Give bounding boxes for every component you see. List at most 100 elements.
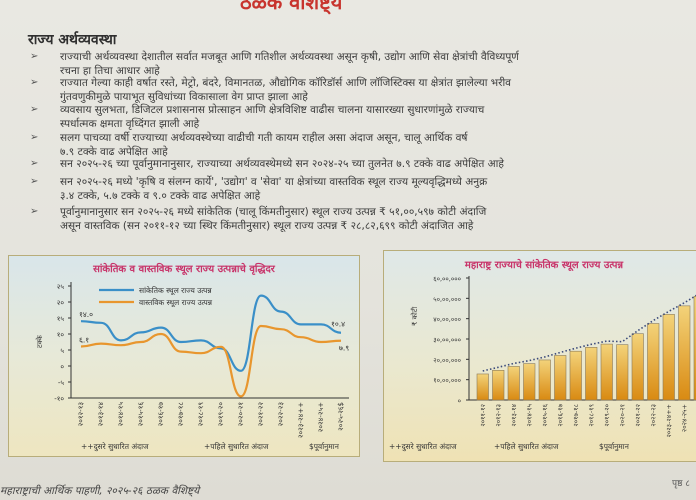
bar <box>523 363 536 401</box>
chart-title: महाराष्ट्र राज्याचे सांकेतिक स्थूल राज्य… <box>464 258 625 272</box>
page-top-title: ठळक वैशिष्ट्ये <box>240 0 343 14</box>
bar-chart-svg: महाराष्ट्र राज्याचे सांकेतिक स्थूल राज्य… <box>389 258 696 452</box>
data-label: १०.४ <box>331 320 345 329</box>
x-tick-label: २०१८-१९ <box>197 402 205 427</box>
x-tick-label: २०२१-२२ <box>634 404 642 427</box>
bar <box>538 359 551 401</box>
y-tick-label: ० <box>60 363 64 371</box>
bullet-text: सलग पाचव्या वर्षी राज्याच्या अर्थव्यवस्थ… <box>60 131 467 159</box>
page-footer: महाराष्ट्राची आर्थिक पाहणी, २०२५-२६ ठळक … <box>0 485 200 497</box>
bullet-line: स्पर्धात्मक क्षमता वृध्दिंगत झाली आहे <box>60 118 200 130</box>
bar <box>678 305 691 401</box>
x-tick-label: २०१६-१७ <box>157 402 165 427</box>
line-chart-svg: सांकेतिक व वास्तविक स्थूल राज्य उत्पन्ना… <box>35 262 349 452</box>
y-tick-label: -५ <box>58 379 65 387</box>
bullet-text: पूर्वानुमानानुसार सन २०२५-२६ मध्ये सांके… <box>60 205 486 233</box>
growth-rate-line-chart: सांकेतिक व वास्तविक स्थूल राज्य उत्पन्ना… <box>8 255 360 457</box>
page-number: पृष्ठ ८ <box>672 479 690 489</box>
x-tick-label: २०२०-२१ <box>237 402 245 426</box>
bullet-line: ७.९ टक्के वाढ अपेक्षित आहे <box>60 146 168 158</box>
footnote: $पूर्वानुमान <box>599 442 630 452</box>
x-tick-label: २०२४-२५+ <box>680 404 688 432</box>
series-line-nominal <box>80 294 342 372</box>
bar <box>585 347 598 401</box>
y-tick-label: -१० <box>54 395 64 403</box>
bar <box>554 355 567 401</box>
y-tick-label: २०,००,००० <box>433 356 461 364</box>
y-tick-label: ४०,००,००० <box>433 316 461 324</box>
bullet-line: सन २०२५-२६ च्या पूर्वानुमानानुसार, राज्य… <box>60 158 504 170</box>
bullet-line: पूर्वानुमानानुसार सन २०२५-२६ मध्ये सांके… <box>60 206 487 218</box>
x-tick-label: २०१४-१५ <box>525 403 533 426</box>
x-tick-label: २०२३-२४++ <box>297 402 305 438</box>
bullet-line: राज्यात गेल्या काही वर्षात रस्ते, मेट्रो… <box>60 77 512 89</box>
y-tick-label: ० <box>458 397 461 405</box>
bullet-line: सन २०२५-२६ मध्ये 'कृषि व संलग्न कार्ये',… <box>60 176 488 188</box>
gsdp-bar-chart: महाराष्ट्र राज्याचे सांकेतिक स्थूल राज्य… <box>383 250 696 462</box>
bullet-line: असून वास्तविक (सन २०११-१२ च्या स्थिर किं… <box>60 220 474 232</box>
x-tick-label: २०२२-२३ <box>277 402 285 427</box>
bullet-arrow-icon: ➢ <box>30 206 39 217</box>
y-tick-label: ५ <box>60 347 64 355</box>
bullet-text: व्यवसाय सुलभता, डिजिटल प्रशासनास प्रोत्स… <box>60 103 484 131</box>
y-tick-label: २० <box>57 299 65 307</box>
x-tick-label: २०१५-१६ <box>137 402 145 427</box>
bar <box>631 333 644 401</box>
y-tick-label: ५०,००,००० <box>433 295 461 303</box>
x-tick-label: २०२५-२६$ <box>337 402 345 431</box>
legend-label: वास्तविक स्थूल राज्य उत्पन्न <box>139 298 213 308</box>
bar <box>647 323 660 401</box>
bar <box>662 314 675 401</box>
bullet-text: सन २०२५-२६ मध्ये 'कृषि व संलग्न कार्ये',… <box>60 175 487 203</box>
data-label: ७.९ <box>339 344 349 353</box>
x-tick-label: २०२१-२२ <box>257 402 265 427</box>
bullet-text: राज्यात गेल्या काही वर्षात रस्ते, मेट्रो… <box>60 76 511 104</box>
x-tick-label: २०१२-१३ <box>494 404 502 427</box>
bullet-text: राज्याची अर्थव्यवस्था देशातील सर्वात मजब… <box>60 50 519 78</box>
x-tick-label: २०२०-२१ <box>618 404 626 427</box>
x-tick-label: २०१४-१५ <box>117 402 125 427</box>
bar <box>476 373 489 401</box>
x-tick-label: २०१७-१८ <box>177 402 185 427</box>
bar <box>616 344 629 401</box>
x-tick-label: २०२४-२५+ <box>317 402 325 432</box>
x-tick-label: २०१९-२० <box>217 402 225 427</box>
footnote: ++दुसरे सुधारित अंदाज <box>389 442 457 452</box>
series-line-real <box>80 324 342 398</box>
bullet-text: सन २०२५-२६ च्या पूर्वानुमानानुसार, राज्य… <box>60 157 504 171</box>
bullet-line: व्यवसाय सुलभता, डिजिटल प्रशासनास प्रोत्स… <box>60 104 485 116</box>
x-tick-label: २०१७-१८ <box>572 403 580 426</box>
data-label: १४.० <box>79 310 93 319</box>
footnote: +पहिले सुधारित अंदाज <box>494 442 559 452</box>
footnote: +पहिले सुधारित अंदाज <box>204 442 269 452</box>
y-tick-label: १०,००,००० <box>433 377 461 385</box>
bullet-arrow-icon: ➢ <box>30 104 39 115</box>
y-tick-label: १५ <box>57 315 65 323</box>
x-tick-label: २०१५-१६ <box>541 403 549 426</box>
bullet-arrow-icon: ➢ <box>30 77 39 88</box>
bar <box>569 350 582 401</box>
bullet-arrow-icon: ➢ <box>30 158 39 169</box>
y-tick-label: २५ <box>57 283 65 291</box>
bullet-line: राज्याची अर्थव्यवस्था देशातील सर्वात मजब… <box>60 51 519 63</box>
bullet-arrow-icon: ➢ <box>30 51 39 62</box>
x-tick-label: २०२३-२४++ <box>665 404 673 438</box>
footnote: $पूर्वानुमान <box>309 442 340 452</box>
section-heading: राज्य अर्थव्यवस्था <box>28 32 117 48</box>
x-tick-label: २०१८-१९ <box>587 404 595 427</box>
bar <box>600 343 613 401</box>
bullet-line: सलग पाचव्या वर्षी राज्याच्या अर्थव्यवस्थ… <box>60 132 468 144</box>
data-label: ६.१ <box>79 335 89 344</box>
y-axis-label: टक्के <box>35 335 44 348</box>
x-tick-label: २०१२-१३ <box>77 402 85 427</box>
x-tick-label: २०१३-१४ <box>97 402 105 427</box>
legend-label: सांकेतिक स्थूल राज्य उत्पन्न <box>139 286 212 296</box>
bar <box>693 295 696 401</box>
y-tick-label: ६०,००,००० <box>433 275 461 283</box>
chart-title: सांकेतिक व वास्तविक स्थूल राज्य उत्पन्ना… <box>92 262 276 276</box>
x-tick-label: २०१६-१७ <box>556 403 564 426</box>
trend-line <box>482 294 696 372</box>
bullet-arrow-icon: ➢ <box>30 176 39 187</box>
y-axis-label: ₹ कोटी <box>410 307 419 326</box>
x-tick-label: २०१९-२० <box>603 404 611 427</box>
